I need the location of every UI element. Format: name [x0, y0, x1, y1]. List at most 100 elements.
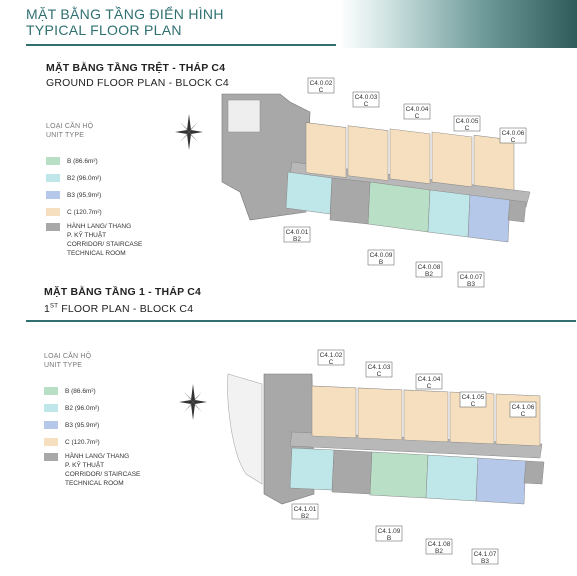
swatch-c — [46, 208, 60, 216]
plan-1-unit-c4-0-03 — [347, 125, 389, 181]
svg-text:C4.0.07: C4.0.07 — [460, 274, 483, 281]
section-2-title: MẶT BẰNG TẦNG 1 - THÁP C4 — [44, 286, 202, 298]
plan-1-unit-c4-0-02 — [305, 122, 347, 178]
svg-text:B2: B2 — [425, 271, 433, 278]
swatch-b3 — [44, 421, 58, 429]
svg-text:B: B — [379, 259, 383, 266]
section-2-legend: LOẠI CĂN HỘ UNIT TYPE B (86.6m²) B2 (96.… — [44, 352, 184, 488]
plan-2-unit-c4-1-01 — [289, 447, 335, 491]
swatch-b3 — [46, 191, 60, 199]
header-divider — [26, 44, 336, 46]
svg-text:C4.1.06: C4.1.06 — [512, 404, 535, 411]
svg-text:C4.1.03: C4.1.03 — [368, 364, 391, 371]
swatch-corridor — [46, 223, 60, 231]
legend-item-c: C (120.7m²) — [46, 205, 186, 219]
svg-text:C4.1.05: C4.1.05 — [462, 394, 485, 401]
legend-title-en: UNIT TYPE — [44, 362, 83, 369]
page-subtitle: TYPICAL FLOOR PLAN — [26, 22, 182, 38]
svg-text:C4.1.09: C4.1.09 — [378, 528, 401, 535]
legend-item-b: B (86.6m²) — [46, 154, 186, 168]
svg-text:C: C — [471, 401, 476, 408]
svg-text:C4.1.01: C4.1.01 — [294, 506, 317, 513]
swatch-b2 — [44, 404, 58, 412]
svg-text:C4.0.04: C4.0.04 — [406, 106, 429, 113]
plan-1-unit-c4-0-06 — [473, 134, 515, 191]
plan-1-unit-c4-0-08 — [427, 189, 471, 238]
svg-text:C: C — [465, 125, 470, 132]
plan-2-unit-c4-1-09 — [369, 451, 429, 499]
legend-item-b2: B2 (96.0m²) — [46, 171, 186, 185]
section-1-floor-plan: C4.0.02 C C4.0.03 C C4.0.04 C C4.0.05 C … — [221, 77, 531, 288]
plan-2-core-right — [523, 460, 545, 485]
svg-text:C4.0.03: C4.0.03 — [355, 94, 378, 101]
svg-text:B: B — [387, 535, 391, 542]
page-title: MẶT BẰNG TẦNG ĐIỂN HÌNH — [26, 6, 224, 22]
legend-item-corridor: HÀNH LANG/ THANG P. KỸ THUẬT CORRIDOR/ S… — [44, 452, 184, 488]
legend-item-b2: B2 (96.0m²) — [44, 401, 184, 415]
compass-icon — [175, 114, 203, 150]
plan-2-core-mid — [331, 449, 373, 495]
plan-2-unit-c4-1-02 — [311, 385, 357, 439]
header-gradient-band — [340, 0, 577, 48]
legend-item-corridor: HÀNH LANG/ THANG P. KỸ THUẬT CORRIDOR/ S… — [46, 222, 186, 258]
legend-item-c: C (120.7m²) — [44, 435, 184, 449]
legend-item-b3: B3 (95.9m²) — [46, 188, 186, 202]
section-2-floor-plan: C4.1.02 C C4.1.03 C C4.1.04 C C4.1.05 C … — [227, 349, 545, 565]
svg-text:C: C — [511, 137, 516, 144]
svg-text:C4.1.04: C4.1.04 — [418, 376, 441, 383]
svg-text:C: C — [415, 113, 420, 120]
svg-text:B2: B2 — [293, 236, 301, 243]
svg-text:C: C — [319, 87, 324, 94]
section-1-legend: LOẠI CĂN HỘ UNIT TYPE B (86.6m²) B2 (96.… — [46, 122, 186, 258]
svg-text:C: C — [427, 383, 432, 390]
svg-text:B3: B3 — [481, 558, 489, 565]
page-header: MẶT BẰNG TẦNG ĐIỂN HÌNH TYPICAL FLOOR PL… — [0, 0, 577, 48]
plan-1-unit-c4-0-07 — [467, 194, 511, 243]
svg-text:C4.1.02: C4.1.02 — [320, 352, 343, 359]
svg-text:B2: B2 — [301, 513, 309, 520]
svg-text:B2: B2 — [435, 548, 443, 555]
plan-1-unit-c4-0-05 — [431, 131, 473, 188]
plan-1-unit-c4-0-01 — [285, 171, 333, 215]
svg-text:C4.0.06: C4.0.06 — [502, 130, 525, 137]
svg-text:C: C — [364, 101, 369, 108]
legend-title-vn: LOẠI CĂN HỘ — [44, 353, 92, 360]
svg-text:C4.1.08: C4.1.08 — [428, 541, 451, 548]
plan-2-unit-c4-1-07 — [475, 457, 527, 505]
plan-2-curved-wall — [227, 373, 263, 485]
legend-item-b: B (86.6m²) — [44, 384, 184, 398]
swatch-corridor — [44, 453, 58, 461]
plan-2-unit-c4-1-03 — [357, 387, 403, 441]
plan-2-unit-c4-1-04 — [403, 389, 449, 443]
svg-text:C: C — [521, 411, 526, 418]
swatch-b — [44, 387, 58, 395]
compass-icon — [179, 384, 207, 420]
swatch-c — [44, 438, 58, 446]
svg-text:C4.0.02: C4.0.02 — [310, 80, 333, 87]
legend-title-vn: LOẠI CĂN HỘ — [46, 123, 94, 130]
plan-1-labels: C4.0.02 C C4.0.03 C C4.0.04 C C4.0.05 C … — [283, 77, 527, 288]
svg-text:C: C — [329, 359, 334, 366]
section-1-title: MẶT BẰNG TẦNG TRỆT - THÁP C4 — [46, 62, 226, 74]
plan-2-labels: C4.1.02 C C4.1.03 C C4.1.04 C C4.1.05 C … — [291, 349, 537, 565]
plan-1-core-mid — [329, 177, 371, 225]
svg-text:C4.0.01: C4.0.01 — [286, 229, 309, 236]
swatch-b2 — [46, 174, 60, 182]
swatch-b — [46, 157, 60, 165]
legend-title-en: UNIT TYPE — [46, 132, 85, 139]
svg-text:C4.0.08: C4.0.08 — [418, 264, 441, 271]
section-2-divider — [26, 320, 576, 322]
plan-1-entrance — [227, 99, 261, 133]
svg-text:C4.1.07: C4.1.07 — [474, 551, 497, 558]
svg-text:C4.0.05: C4.0.05 — [456, 118, 479, 125]
svg-text:B3: B3 — [467, 281, 475, 288]
plan-2-unit-c4-1-08 — [425, 454, 479, 502]
svg-text:C: C — [377, 371, 382, 378]
plan-1-unit-c4-0-04 — [389, 128, 431, 185]
legend-item-b3: B3 (95.9m²) — [44, 418, 184, 432]
plan-1-unit-c4-0-09 — [367, 181, 431, 233]
plan-1-core-right — [507, 199, 527, 223]
section-2-subtitle: 1ST FLOOR PLAN - BLOCK C4 — [44, 303, 194, 315]
svg-text:C4.0.09: C4.0.09 — [370, 252, 393, 259]
section-1-subtitle: GROUND FLOOR PLAN - BLOCK C4 — [46, 77, 229, 89]
